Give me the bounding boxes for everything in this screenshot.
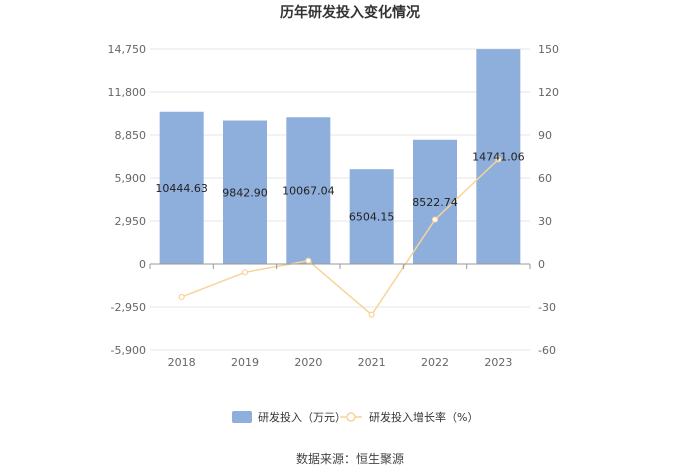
growth-line [178, 156, 502, 318]
x-tick-label: 2018 [168, 356, 196, 369]
data-source: 数据来源：恒生聚源 [296, 451, 404, 466]
x-tick-label: 2021 [358, 356, 386, 369]
right-tick-label: 150 [538, 43, 559, 56]
bar-data-label: 9842.90 [222, 186, 268, 199]
x-tick-label: 2022 [421, 356, 449, 369]
left-tick-label: 14,750 [108, 43, 147, 56]
bar-labels: 10444.63 9842.90 10067.04 6504.15 8522.74 147… [155, 151, 524, 224]
chart-title: 历年研发投入变化情况 [280, 4, 420, 21]
left-tick-label: 8,850 [115, 129, 147, 142]
bar [286, 117, 331, 264]
legend-bar-label: 研发投入（万元） [258, 410, 346, 424]
right-tick-label: 60 [538, 172, 552, 185]
bar-data-label: 6504.15 [349, 211, 395, 224]
legend[interactable]: 研发投入（万元） 研发投入增长率（%） [232, 410, 478, 424]
growth-point [305, 257, 312, 264]
legend-line-label: 研发投入增长率（%） [369, 410, 478, 424]
right-tick-label: 120 [538, 86, 559, 99]
right-tick-label: 0 [538, 258, 545, 271]
x-tick-label: 2019 [231, 356, 259, 369]
bar-data-label: 10067.04 [282, 185, 335, 198]
bar [413, 139, 457, 264]
growth-line-path [181, 158, 499, 316]
right-tick-label: -30 [538, 301, 556, 314]
left-tick-label: -2,950 [111, 301, 146, 314]
x-tick-label: 2023 [484, 356, 512, 369]
growth-point [241, 269, 249, 276]
legend-bar-swatch [232, 411, 252, 423]
bar [349, 169, 394, 264]
bar [159, 111, 204, 264]
grid-lines [150, 48, 530, 351]
left-axis: 14,750 11,800 8,850 5,900 2,950 0 -2,950 -5,900 [108, 43, 147, 357]
growth-point [178, 293, 185, 301]
growth-point [368, 311, 375, 318]
right-axis: 150 120 90 60 30 0 -30 -60 [538, 43, 559, 357]
growth-point [495, 156, 502, 163]
left-tick-label: 11,800 [108, 86, 147, 99]
bar-data-label: 8522.74 [412, 196, 458, 209]
left-tick-label: 5,900 [115, 172, 147, 185]
bar-data-label: 14741.06 [472, 151, 525, 164]
x-tick-label: 2020 [294, 356, 322, 369]
right-tick-label: 30 [538, 215, 552, 228]
legend-line-marker [346, 412, 356, 422]
bars [159, 49, 521, 264]
left-tick-label: 0 [139, 258, 146, 271]
bar [223, 120, 267, 264]
left-tick-label: 2,950 [115, 215, 147, 228]
growth-point [431, 216, 439, 223]
right-tick-label: -60 [538, 344, 556, 357]
x-axis: 2018 2019 2020 2021 2022 2023 [149, 263, 531, 369]
right-tick-label: 90 [538, 129, 552, 142]
bar-data-label: 10444.63 [155, 182, 208, 195]
left-tick-label: -5,900 [111, 344, 146, 357]
